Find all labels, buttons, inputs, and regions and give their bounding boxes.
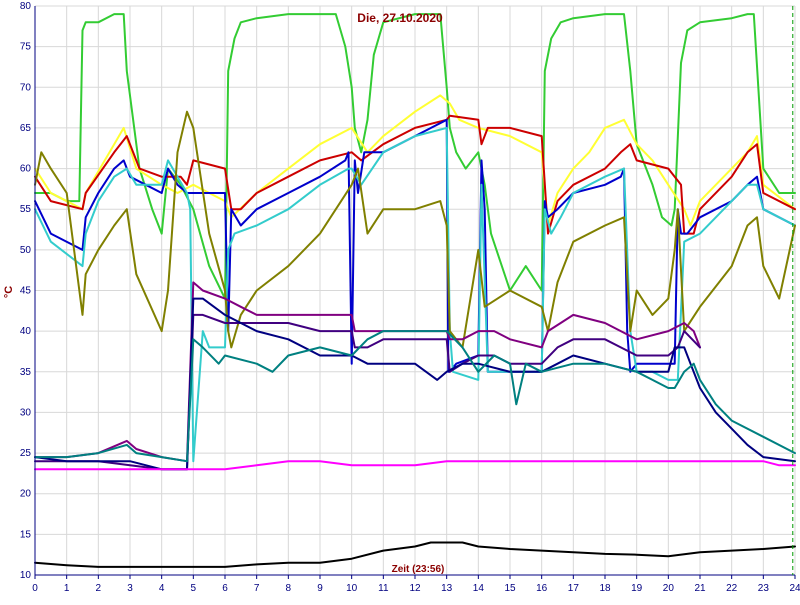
x-tick-label: 15 [504,583,516,594]
x-axis-label: Zeit (23:56) [392,564,445,575]
x-tick-label: 2 [96,583,102,594]
x-tick-label: 16 [536,583,548,594]
y-tick-label: 35 [20,367,32,378]
x-tick-label: 17 [568,583,580,594]
y-tick-label: 25 [20,448,32,459]
x-tick-label: 13 [441,583,453,594]
x-tick-label: 12 [409,583,421,594]
x-tick-label: 7 [254,583,260,594]
x-tick-label: 0 [32,583,38,594]
y-tick-label: 65 [20,123,32,134]
y-tick-label: 20 [20,489,32,500]
x-tick-label: 3 [127,583,133,594]
y-tick-label: 40 [20,326,32,337]
y-axis-label: °C [3,286,15,298]
series-line-9 [34,330,796,463]
chart-title: Die, 27.10.2020 [357,11,443,25]
x-tick-label: 21 [694,583,706,594]
y-tick-label: 60 [20,164,32,175]
x-tick-label: 4 [159,583,165,594]
x-tick-label: 9 [317,583,323,594]
y-tick-label: 15 [20,529,32,540]
series-line-8 [34,297,796,471]
x-tick-label: 24 [789,583,800,594]
y-tick-label: 80 [20,1,32,12]
series-line-4 [34,126,796,463]
y-tick-label: 10 [20,570,32,581]
series-line-10 [34,460,796,471]
series-layer [34,13,796,568]
series-line-0 [34,13,796,300]
x-tick-label: 18 [599,583,611,594]
y-tick-label: 45 [20,286,32,297]
x-tick-label: 23 [758,583,770,594]
y-tick-label: 50 [20,245,32,256]
y-tick-label: 70 [20,82,32,93]
x-tick-label: 5 [191,583,197,594]
x-tick-label: 22 [726,583,738,594]
x-tick-label: 10 [346,583,358,594]
series-line-5 [34,110,796,349]
x-tick-label: 14 [473,583,485,594]
y-tick-label: 55 [20,204,32,215]
series-line-2 [34,114,796,235]
y-tick-label: 30 [20,407,32,418]
x-tick-label: 6 [222,583,228,594]
x-tick-label: 19 [631,583,643,594]
y-tick-label: 75 [20,42,32,53]
x-tick-label: 1 [64,583,70,594]
x-tick-label: 11 [378,583,389,594]
x-tick-label: 20 [663,583,675,594]
series-line-11 [34,541,796,568]
x-tick-label: 8 [286,583,292,594]
